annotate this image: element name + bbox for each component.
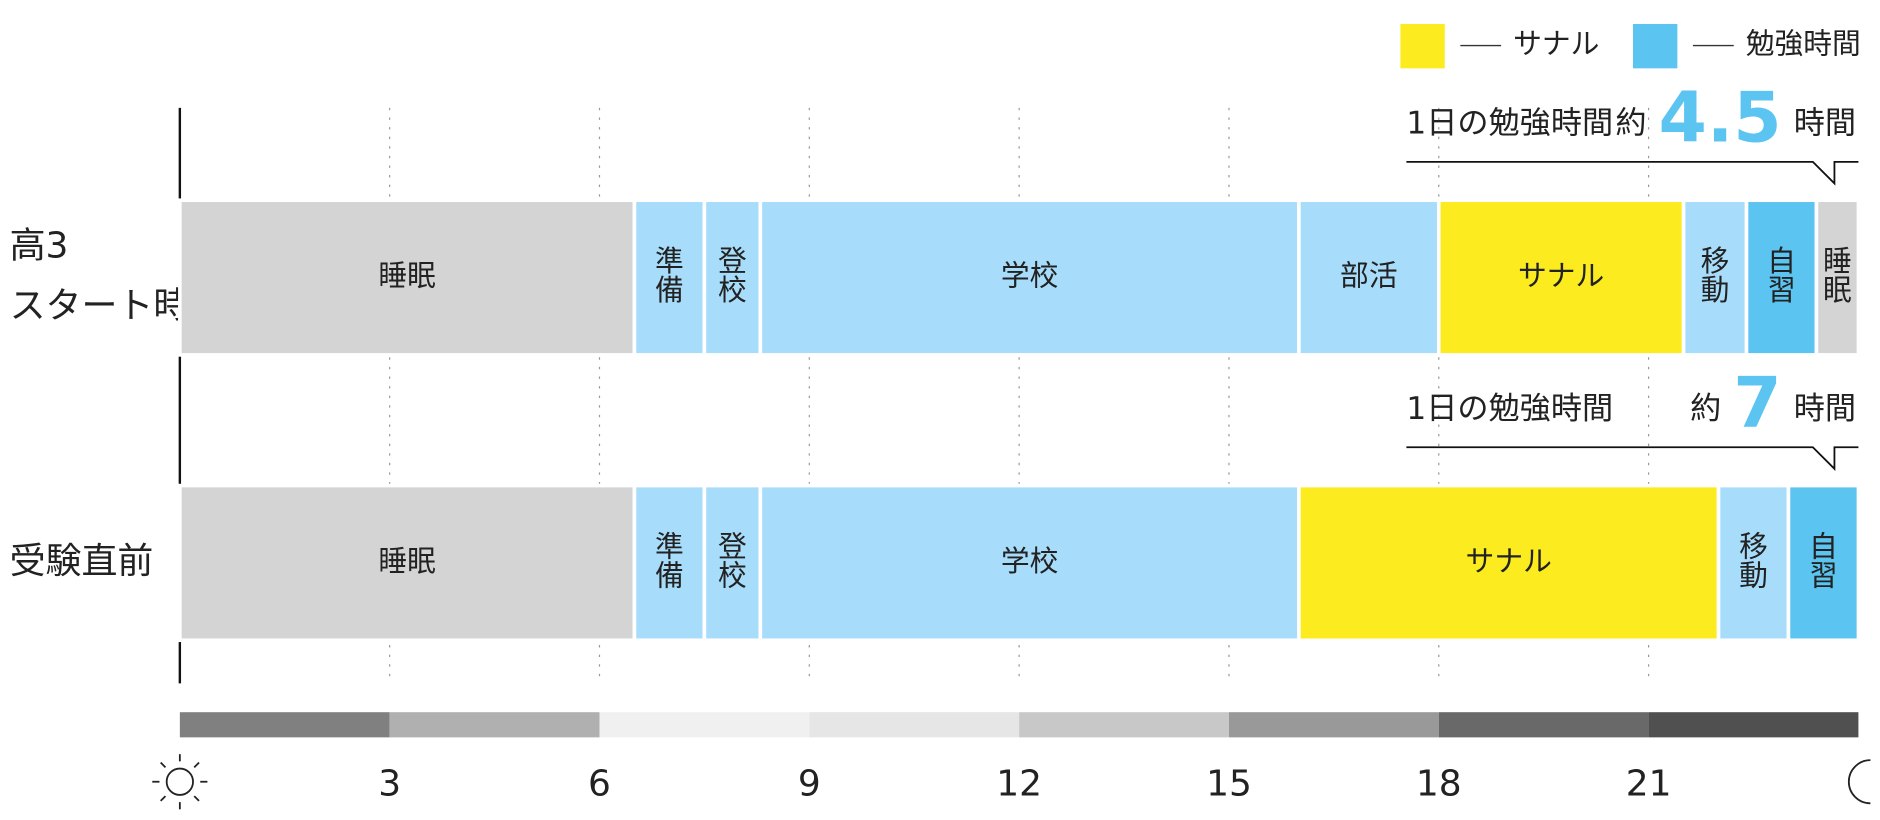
x-tick-label: 15 [1206, 763, 1252, 804]
x-tick-label: 6 [588, 763, 611, 804]
row-label: スタート時 [10, 286, 190, 327]
segment-label: 自習 [1809, 530, 1838, 593]
moon-icon [1847, 759, 1871, 805]
annotation-unit: 時間 [1794, 391, 1856, 427]
segment [702, 483, 763, 643]
x-tick-label: 12 [996, 763, 1042, 804]
annotation-value: 4.5 [1659, 77, 1782, 158]
segment [632, 483, 707, 643]
legend-swatch [1633, 23, 1678, 69]
segment-label: 準備 [655, 244, 684, 307]
segment [1436, 198, 1686, 357]
segment [1744, 198, 1819, 357]
segment-label: 登校 [718, 530, 747, 593]
x-tick-label: 9 [798, 763, 821, 804]
annotation-prefix: 1日の勉強時間 [1406, 106, 1613, 142]
segment-label: 移動 [1701, 244, 1730, 307]
annotation-prefix: 1日の勉強時間 [1406, 391, 1613, 427]
segment [1814, 198, 1861, 357]
segment [1716, 483, 1791, 643]
segment-label: 学校 [1001, 259, 1059, 293]
segment-label: 登校 [718, 244, 747, 307]
segment-label: 睡眠 [378, 544, 436, 578]
annotation-approx: 約 [1690, 391, 1721, 427]
x-tick-label: 3 [378, 763, 401, 804]
segment-label: 部活 [1340, 259, 1398, 293]
legend-label: 勉強時間 [1746, 27, 1861, 61]
time-band [179, 712, 390, 738]
segment-label: サナル [1466, 544, 1552, 578]
time-band [1438, 712, 1649, 738]
time-band [599, 712, 810, 738]
time-band [1019, 712, 1229, 738]
row-label: 受験直前 [10, 541, 154, 582]
segment-label: 学校 [1001, 544, 1059, 578]
segment-label: サナル [1518, 259, 1604, 293]
segment [178, 483, 637, 643]
time-band [1228, 712, 1439, 738]
annotation-approx: 約 [1615, 106, 1646, 142]
segment [1297, 483, 1721, 643]
time-band [1648, 712, 1859, 738]
time-band [809, 712, 1020, 738]
row-label: 高3 [10, 226, 69, 267]
segment-label: 睡眠 [378, 259, 436, 293]
annotation-value: 7 [1733, 363, 1781, 444]
legend-swatch [1400, 23, 1445, 69]
segment-label: 自習 [1767, 244, 1796, 307]
x-tick-label: 18 [1416, 763, 1462, 804]
time-band [389, 712, 600, 738]
segment-label: 睡眠 [1823, 244, 1852, 307]
segment [1681, 198, 1749, 357]
segment-label: 準備 [655, 530, 684, 593]
annotation-unit: 時間 [1794, 106, 1856, 142]
sun-icon [152, 754, 208, 810]
callout-line [1406, 160, 1859, 186]
callout-line [1406, 446, 1859, 471]
segment [758, 483, 1301, 643]
segment [1786, 483, 1861, 643]
legend-label: サナル [1513, 27, 1599, 61]
x-tick-label: 21 [1626, 763, 1672, 804]
segment-label: 移動 [1739, 530, 1768, 593]
